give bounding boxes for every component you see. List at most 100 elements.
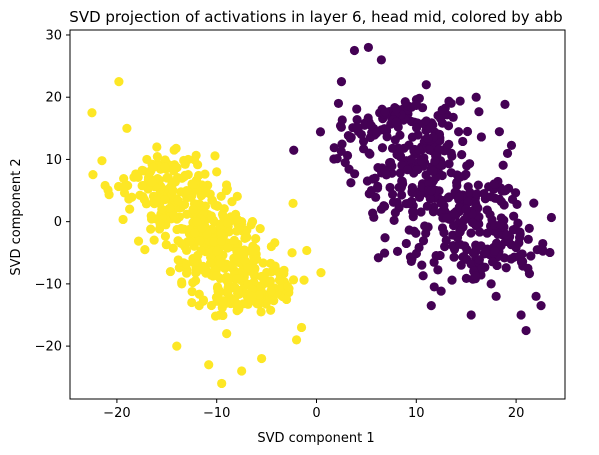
- scatter-point: [500, 99, 510, 109]
- scatter-point: [480, 248, 490, 258]
- scatter-point: [479, 188, 489, 199]
- scatter-point: [416, 156, 427, 166]
- scatter-point: [444, 139, 454, 149]
- scatter-point: [168, 243, 178, 253]
- scatter-point: [521, 325, 531, 336]
- scatter-point: [486, 279, 496, 289]
- scatter-point: [458, 136, 468, 147]
- scatter-point: [465, 187, 475, 198]
- scatter-point: [376, 204, 386, 214]
- chart-title: SVD projection of activations in layer 6…: [69, 8, 562, 26]
- scatter-point: [223, 288, 233, 298]
- scatter-point: [218, 211, 228, 221]
- scatter-point: [173, 255, 183, 265]
- scatter-point: [251, 234, 261, 244]
- scatter-point: [289, 145, 299, 155]
- scatter-point: [455, 227, 465, 237]
- scatter-point: [362, 176, 373, 186]
- y-tick-label: −10: [35, 277, 62, 292]
- scatter-point: [165, 203, 175, 213]
- scatter-point: [401, 238, 411, 249]
- scatter-point: [462, 126, 473, 137]
- scatter-point: [414, 93, 424, 103]
- scatter-point: [274, 275, 284, 285]
- scatter-point: [529, 198, 539, 208]
- y-tick-label: 0: [54, 215, 62, 230]
- scatter-point: [185, 237, 195, 247]
- scatter-point: [466, 228, 476, 238]
- scatter-point: [197, 223, 207, 233]
- scatter-point: [281, 294, 292, 305]
- scatter-point: [395, 168, 405, 178]
- scatter-point: [299, 275, 309, 285]
- scatter-point: [475, 227, 485, 237]
- scatter-point: [389, 215, 399, 226]
- scatter-point: [336, 146, 346, 157]
- scatter-point: [177, 279, 187, 289]
- scatter-point: [229, 235, 239, 245]
- scatter-point: [291, 335, 302, 345]
- scatter-point: [160, 162, 170, 172]
- scatter-point: [494, 194, 505, 204]
- scatter-point: [472, 189, 482, 199]
- scatter-point: [97, 156, 107, 166]
- scatter-point: [514, 238, 524, 248]
- scatter-point: [337, 115, 347, 125]
- scatter-point: [420, 221, 430, 231]
- scatter-point: [137, 181, 147, 191]
- scatter-point: [187, 286, 197, 297]
- scatter-point: [118, 214, 128, 225]
- scatter-point: [193, 250, 203, 260]
- scatter-point: [157, 204, 167, 214]
- scatter-point: [125, 204, 135, 214]
- scatter-point: [352, 104, 362, 114]
- scatter-point: [182, 209, 192, 219]
- scatter-point: [188, 278, 198, 288]
- scatter-point: [476, 132, 486, 142]
- scatter-point: [283, 281, 293, 292]
- x-axis-label: SVD component 1: [257, 431, 374, 446]
- scatter-point: [502, 230, 512, 240]
- y-tick-label: 20: [45, 91, 62, 106]
- scatter-point: [418, 236, 429, 246]
- scatter-point: [429, 282, 439, 292]
- scatter-point: [441, 235, 451, 245]
- scatter-point: [390, 208, 400, 218]
- scatter-point: [152, 196, 162, 206]
- cluster-1: [289, 42, 557, 336]
- scatter-point: [343, 131, 353, 141]
- scatter-point: [380, 107, 390, 117]
- scatter-point: [222, 218, 233, 228]
- scatter-point: [232, 299, 243, 309]
- scatter-point: [396, 144, 406, 154]
- scatter-point: [247, 291, 257, 301]
- scatter-point: [232, 214, 243, 225]
- scatter-point: [403, 198, 413, 209]
- scatter-point: [500, 186, 510, 196]
- scatter-point: [222, 329, 232, 339]
- scatter-point: [242, 232, 252, 242]
- scatter-point: [346, 178, 356, 188]
- scatter-point: [448, 241, 458, 251]
- scatter-point: [152, 152, 162, 162]
- scatter-point: [137, 165, 147, 175]
- scatter-point: [206, 300, 217, 311]
- scatter-point: [192, 217, 202, 227]
- scatter-point: [546, 212, 557, 223]
- cluster-0: [87, 77, 326, 389]
- scatter-point: [526, 251, 536, 261]
- scatter-point: [198, 295, 209, 305]
- scatter-point: [366, 185, 376, 196]
- scatter-point: [140, 245, 150, 255]
- scatter-point: [406, 256, 416, 266]
- scatter-point: [373, 253, 383, 263]
- scatter-point: [437, 105, 447, 115]
- scatter-point: [344, 164, 354, 174]
- scatter-point: [397, 190, 407, 200]
- scatter-point: [491, 291, 501, 301]
- scatter-point: [169, 166, 179, 176]
- scatter-point: [443, 121, 454, 131]
- scatter-point: [454, 127, 464, 137]
- scatter-point: [257, 353, 267, 364]
